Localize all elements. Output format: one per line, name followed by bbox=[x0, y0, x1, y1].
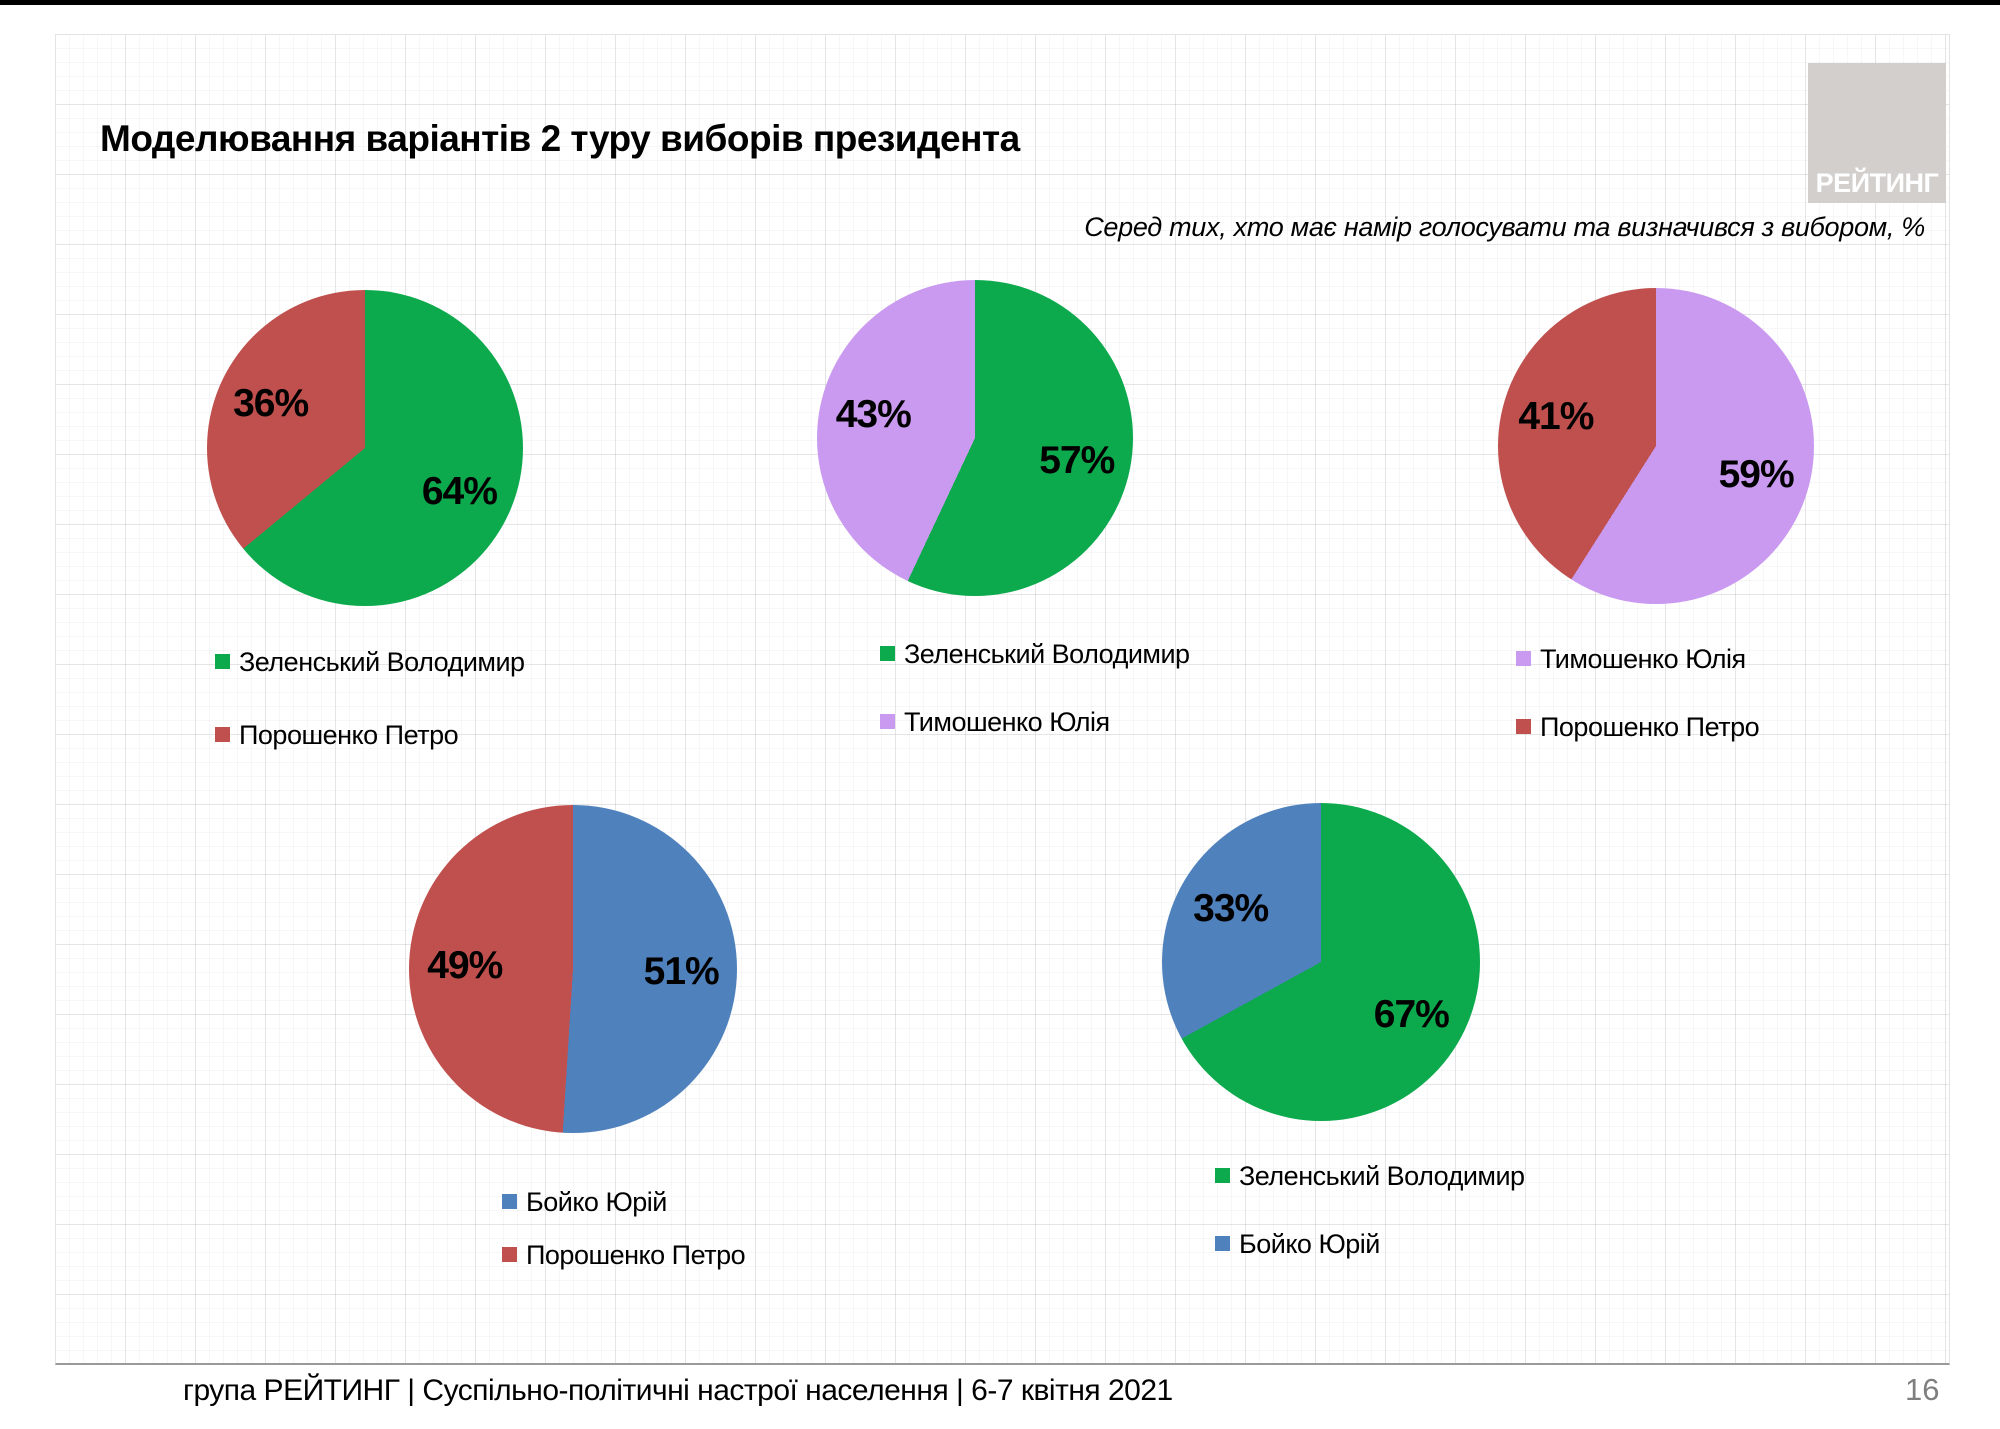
subtitle: Серед тих, хто має намір голосувати та в… bbox=[1084, 212, 1925, 242]
page-number: 16 bbox=[1905, 1372, 1940, 1407]
rating-logo: РЕЙТИНГ bbox=[1808, 63, 1946, 203]
page-title: Моделювання варіантів 2 туру виборів пре… bbox=[100, 118, 1020, 159]
grid-background bbox=[55, 34, 1950, 1365]
top-border-bar bbox=[0, 0, 2000, 5]
footer-text: група РЕЙТИНГ | Суспільно-політичні наст… bbox=[183, 1374, 1173, 1407]
rating-logo-text: РЕЙТИНГ bbox=[1815, 168, 1939, 198]
